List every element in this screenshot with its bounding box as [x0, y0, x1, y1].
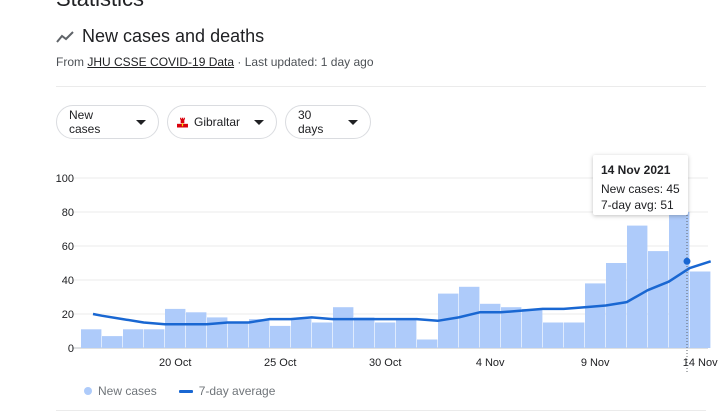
- gibraltar-flag-icon: [177, 116, 188, 128]
- chart-title: New cases and deaths: [82, 26, 265, 46]
- y-tick-label: 100: [56, 173, 74, 185]
- bar: [228, 322, 249, 348]
- bar: [291, 319, 312, 348]
- divider: [56, 410, 706, 411]
- range-dropdown[interactable]: 30 days: [285, 105, 371, 139]
- location-dropdown[interactable]: Gibraltar: [167, 105, 277, 139]
- bar: [186, 312, 207, 348]
- bar: [312, 322, 333, 348]
- caret-down-icon: [136, 119, 146, 125]
- bar: [606, 263, 627, 348]
- legend-label: 7-day average: [198, 384, 276, 398]
- chart-header: New cases and deaths: [56, 26, 264, 47]
- legend-label: New cases: [98, 384, 157, 398]
- bar: [585, 283, 606, 348]
- bar: [144, 329, 165, 348]
- source-prefix: From: [56, 55, 84, 69]
- bar: [354, 317, 375, 348]
- bar: [459, 286, 480, 348]
- location-dropdown-label: Gibraltar: [193, 115, 240, 129]
- x-tick-label: 9 Nov: [581, 357, 610, 369]
- bar: [480, 303, 501, 348]
- bar: [396, 319, 417, 348]
- metric-dropdown[interactable]: New cases: [56, 105, 159, 139]
- average-point-marker: [683, 257, 691, 265]
- bar: [333, 307, 354, 348]
- chart-legend: New cases 7-day average: [84, 384, 297, 398]
- bar: [627, 225, 648, 348]
- tooltip-new-cases: New cases: 45: [601, 182, 680, 196]
- x-tick-label: 20 Oct: [159, 357, 191, 369]
- y-tick-label: 40: [62, 275, 74, 287]
- metric-dropdown-label: New cases: [69, 108, 101, 136]
- bar: [207, 317, 228, 348]
- average-line: [92, 260, 712, 326]
- bar: [102, 336, 123, 348]
- caret-down-icon: [348, 119, 358, 125]
- bar: [270, 325, 291, 348]
- bar: [438, 293, 459, 348]
- x-tick-label: 4 Nov: [476, 357, 505, 369]
- legend-item-average: 7-day average: [178, 384, 276, 398]
- source-link[interactable]: JHU CSSE COVID-19 Data: [87, 55, 235, 69]
- y-tick-label: 60: [62, 241, 74, 253]
- legend-item-new-cases: New cases: [84, 384, 157, 398]
- x-tick-label: 25 Oct: [264, 357, 296, 369]
- legend-dot-icon: [84, 387, 92, 395]
- bar: [564, 322, 585, 348]
- trend-icon: [56, 30, 74, 43]
- bar: [81, 329, 102, 348]
- source-line: From JHU CSSE COVID-19 Data · Last updat…: [56, 55, 374, 69]
- bar: [648, 251, 669, 348]
- bar: [123, 329, 144, 348]
- bar: [501, 307, 522, 348]
- x-tick-label: 30 Oct: [369, 357, 401, 369]
- bar: [249, 319, 270, 348]
- y-tick-label: 80: [62, 207, 74, 219]
- tooltip-date: 14 Nov 2021: [601, 163, 671, 177]
- y-tick-label: 20: [62, 309, 74, 321]
- bar: [522, 308, 543, 348]
- bar: [669, 212, 690, 348]
- legend-line-icon: [178, 389, 193, 393]
- bar: [690, 271, 711, 348]
- bar: [165, 308, 186, 348]
- range-dropdown-label: 30 days: [298, 108, 324, 136]
- bar: [375, 322, 396, 348]
- bar: [417, 339, 438, 348]
- last-updated: · Last updated: 1 day ago: [237, 55, 374, 69]
- y-tick-label: 0: [68, 343, 74, 355]
- divider: [56, 86, 706, 87]
- tooltip-avg: 7-day avg: 51: [601, 198, 674, 212]
- page-title-clipped: Statistics: [56, 0, 144, 12]
- caret-down-icon: [254, 119, 264, 125]
- x-tick-label: 14 Nov: [683, 357, 718, 369]
- bar: [543, 322, 564, 348]
- chart-tooltip: 14 Nov 2021 New cases: 45 7-day avg: 51: [593, 155, 688, 215]
